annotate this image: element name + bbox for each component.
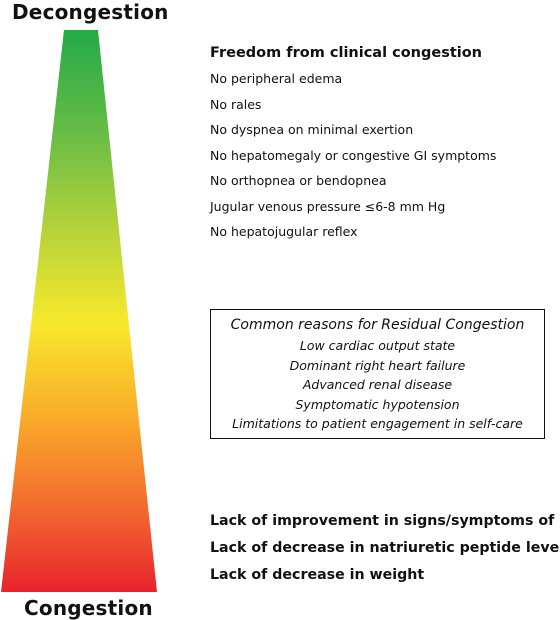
freedom-item: No hepatomegaly or congestive GI symptom…	[210, 147, 497, 163]
freedom-item: No orthopnea or bendopnea	[210, 173, 387, 188]
reasons-item: Low cardiac output state	[299, 338, 456, 353]
congestion-label: Congestion	[24, 596, 153, 620]
freedom-item: No rales	[210, 96, 262, 112]
freedom-title: Freedom from clinical congestion	[210, 45, 483, 61]
freedom-item: No dyspnea on minimal exertion	[210, 122, 414, 137]
freedom-item: Jugular venous pressure ≤6-8 mm Hg	[210, 198, 446, 214]
residual-congestion-box: Common reasons for Residual Congestion L…	[210, 309, 545, 439]
lack-section: Lack of improvement in signs/symptoms of…	[210, 508, 560, 589]
reasons-item: Limitations to patient engagement in sel…	[232, 416, 523, 431]
reasons-item: Dominant right heart failure	[289, 357, 466, 373]
reasons-item: Advanced renal disease	[302, 377, 453, 392]
lack-item: Lack of decrease in weight	[210, 567, 425, 583]
lack-item: Lack of decrease in natriuretic peptide …	[210, 540, 560, 556]
gradient-trapezoid	[1, 30, 157, 592]
congestion-gradient-triangle	[1, 30, 157, 592]
reasons-item: Symptomatic hypotension	[295, 396, 460, 412]
reasons-title: Common reasons for Residual Congestion	[230, 317, 525, 333]
decongestion-label: Decongestion	[12, 0, 169, 24]
lack-item: Lack of improvement in signs/symptoms of…	[210, 513, 560, 529]
freedom-item: No hepatojugular reflex	[210, 224, 358, 239]
freedom-section: Freedom from clinical congestion No peri…	[210, 42, 555, 245]
freedom-item: No peripheral edema	[210, 71, 343, 86]
